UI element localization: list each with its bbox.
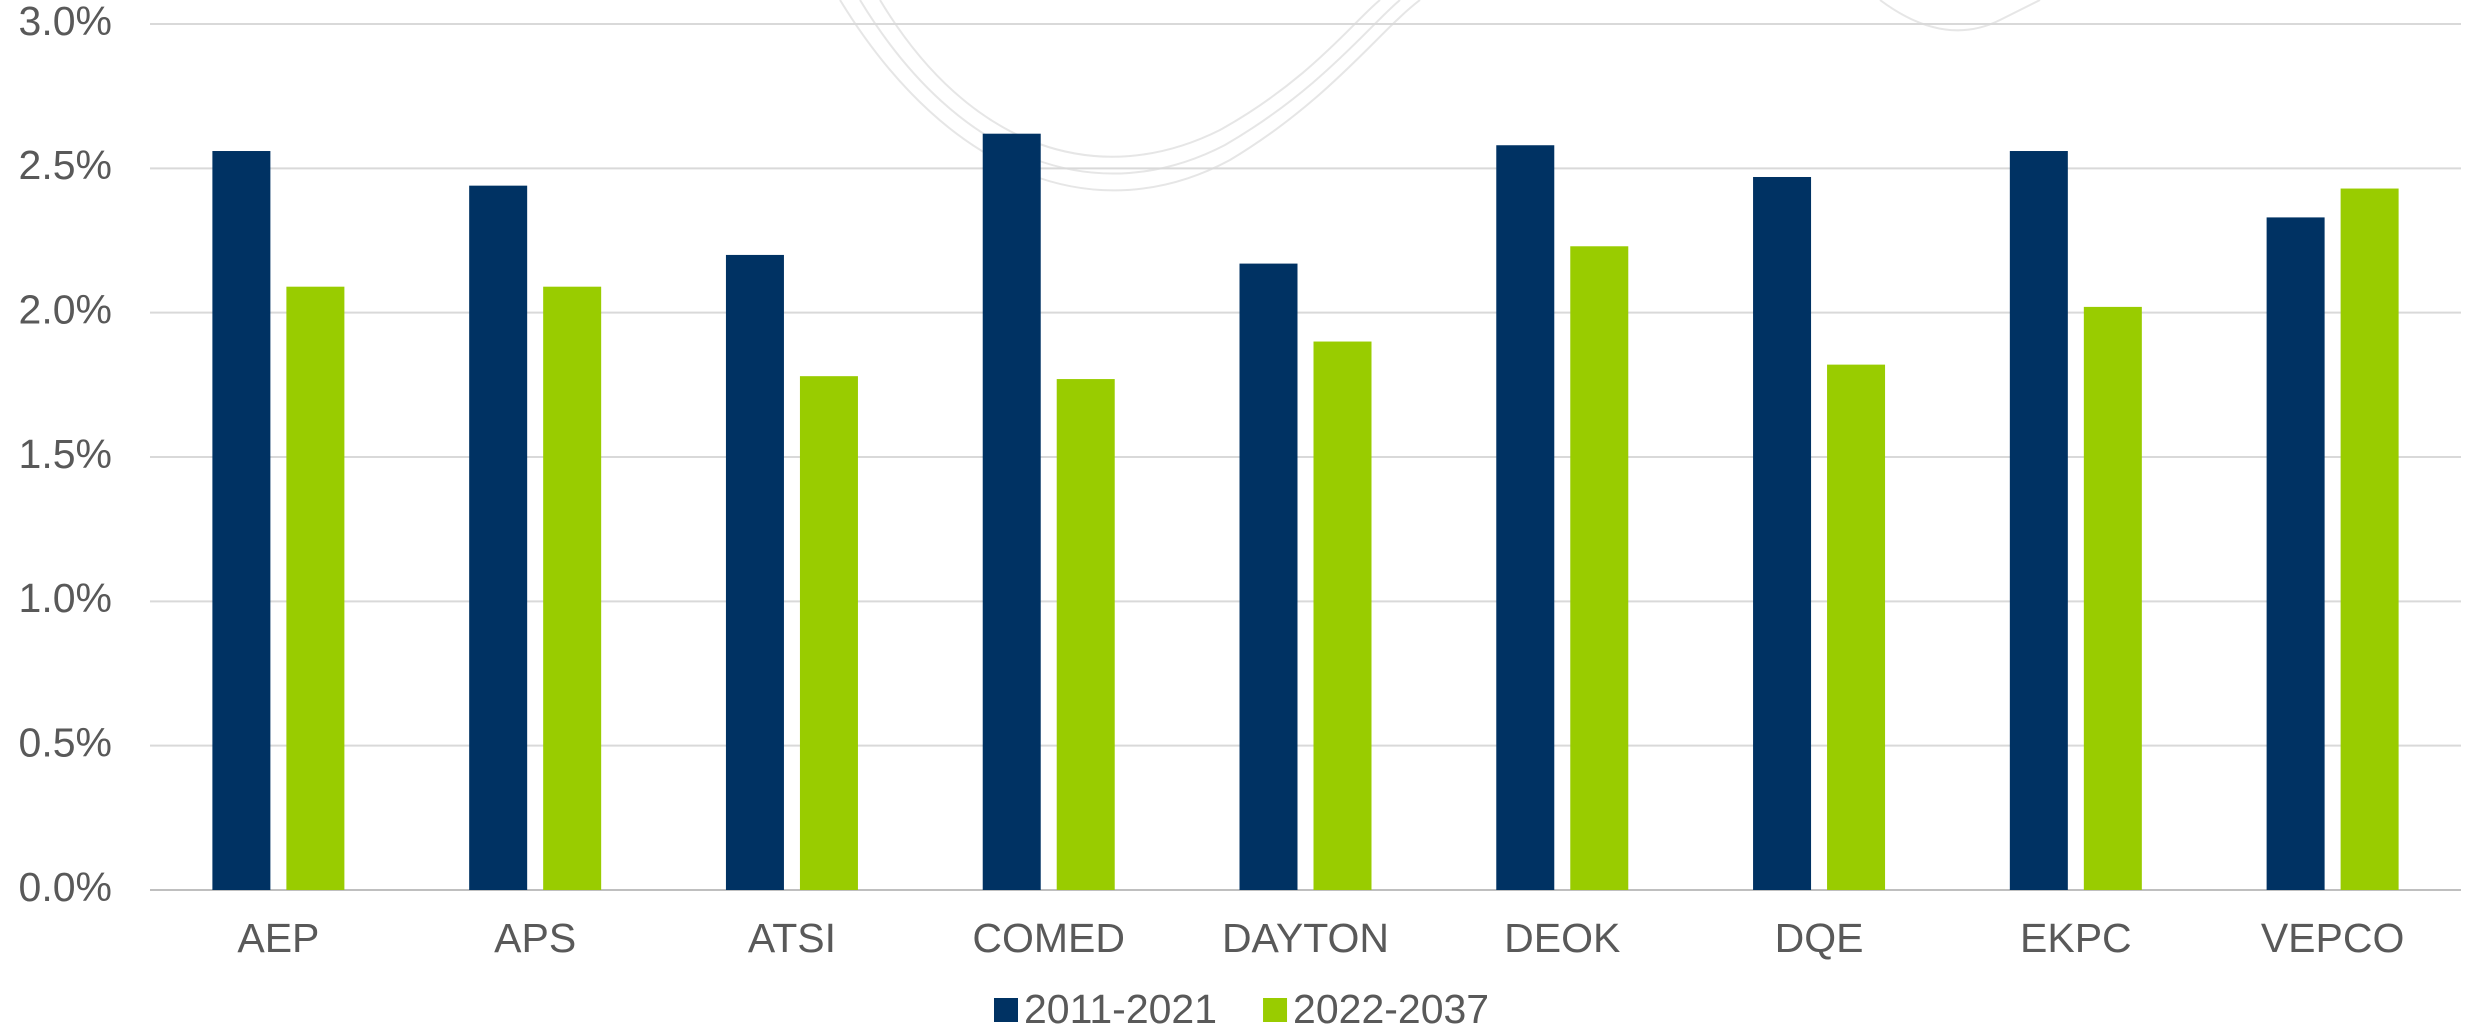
bar (1827, 365, 1885, 890)
bar (1057, 379, 1115, 890)
x-tick-label: DQE (1775, 915, 1864, 961)
legend-label: 2011-2021 (1024, 986, 1217, 1032)
bar (2341, 189, 2399, 890)
x-tick-label: EKPC (2020, 915, 2132, 961)
legend-label: 2022-2037 (1293, 986, 1489, 1032)
bar (983, 134, 1041, 890)
y-tick-label: 2.5% (19, 142, 112, 188)
x-tick-label: VEPCO (2261, 915, 2405, 961)
bar (2084, 307, 2142, 890)
y-tick-label: 0.5% (19, 719, 112, 765)
bar (1570, 246, 1628, 890)
chart: 0.0% 0.5% 1.0% 1.5% 2.0% 2.5% 3.0% AEP APS ATSI CO… (0, 0, 2471, 1033)
bar (286, 287, 344, 890)
legend-swatch (994, 998, 1018, 1022)
y-tick-label: 0.0% (19, 864, 112, 910)
x-tick-label: AEP (237, 915, 319, 961)
y-tick-label: 1.0% (19, 575, 112, 621)
y-tick-label: 1.5% (19, 431, 112, 477)
x-tick-label: COMED (972, 915, 1125, 961)
bar (2010, 151, 2068, 890)
bar (1240, 264, 1298, 890)
bar (726, 255, 784, 890)
y-tick-label: 2.0% (19, 286, 112, 332)
legend-swatch (1263, 998, 1287, 1022)
x-tick-label: ATSI (748, 915, 836, 961)
bar (469, 186, 527, 890)
bar (543, 287, 601, 890)
bar (212, 151, 270, 890)
bar (1496, 145, 1554, 890)
x-tick-label: DAYTON (1222, 915, 1389, 961)
bar (1314, 342, 1372, 890)
bar (800, 376, 858, 890)
x-tick-label: APS (494, 915, 576, 961)
y-tick-label: 3.0% (19, 0, 112, 44)
bar (2267, 217, 2325, 890)
x-tick-label: DEOK (1504, 915, 1620, 961)
bar (1753, 177, 1811, 890)
